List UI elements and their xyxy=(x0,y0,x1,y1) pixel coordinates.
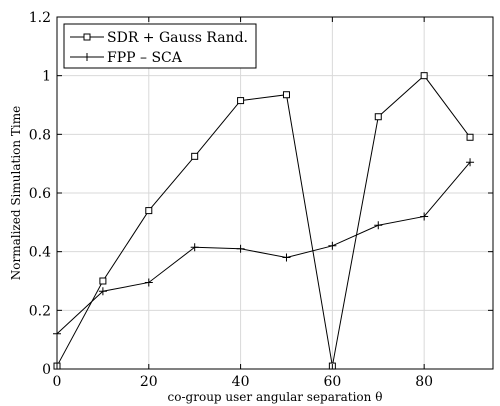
data-point-square xyxy=(191,152,199,160)
legend-box xyxy=(63,23,257,69)
y-tick-label: 1 xyxy=(42,69,51,85)
legend-entry-sdr: SDR + Gauss Rand. xyxy=(70,30,248,46)
grid-lines xyxy=(56,16,493,370)
legend-entry-fpp: FPP – SCA xyxy=(70,50,183,66)
legend-label-fpp: FPP – SCA xyxy=(107,50,183,66)
data-point-plus xyxy=(144,278,153,287)
x-tick-label: 80 xyxy=(415,374,433,390)
series-layer xyxy=(53,72,475,370)
x-axis-label: co-group user angular separation θ xyxy=(168,390,383,404)
legend: SDR + Gauss Rand. FPP – SCA xyxy=(63,23,257,69)
data-point-square xyxy=(420,72,428,80)
legend-marker-plus xyxy=(83,53,91,61)
legend-label-sdr: SDR + Gauss Rand. xyxy=(107,30,248,46)
data-point-square xyxy=(99,277,107,285)
data-point-square xyxy=(374,113,382,121)
legend-marker-square xyxy=(83,33,91,41)
y-tick-label: 0.8 xyxy=(29,127,51,143)
data-point-plus xyxy=(466,158,475,167)
series-1 xyxy=(53,158,475,338)
data-point-square xyxy=(282,91,290,99)
y-tick-label: 0 xyxy=(42,362,51,378)
y-tick-label: 0.6 xyxy=(29,186,51,202)
data-point-square xyxy=(145,207,153,215)
data-point-plus xyxy=(420,212,429,221)
data-point-plus xyxy=(328,241,337,250)
axis-ticks: 0 20 40 60 80 0 0.2 0.4 0.6 0.8 1 1.2 xyxy=(29,10,493,390)
data-point-plus xyxy=(282,253,291,262)
data-point-plus xyxy=(374,221,383,230)
y-tick-label: 0.2 xyxy=(29,303,51,319)
x-tick-label: 20 xyxy=(140,374,158,390)
series-line-0 xyxy=(56,74,471,367)
series-0 xyxy=(53,72,474,370)
data-point-square xyxy=(237,97,245,105)
series-line-1 xyxy=(56,161,471,335)
data-point-plus xyxy=(190,243,199,252)
x-tick-label: 40 xyxy=(232,374,250,390)
x-tick-label: 0 xyxy=(53,374,62,390)
y-tick-label: 0.4 xyxy=(29,245,51,261)
x-tick-label: 60 xyxy=(323,374,341,390)
data-point-plus xyxy=(236,244,245,253)
data-point-square xyxy=(466,133,474,141)
y-tick-label: 1.2 xyxy=(29,10,51,26)
y-axis-label: Normalized Simulation Time xyxy=(9,106,23,281)
data-point-plus xyxy=(98,287,107,296)
